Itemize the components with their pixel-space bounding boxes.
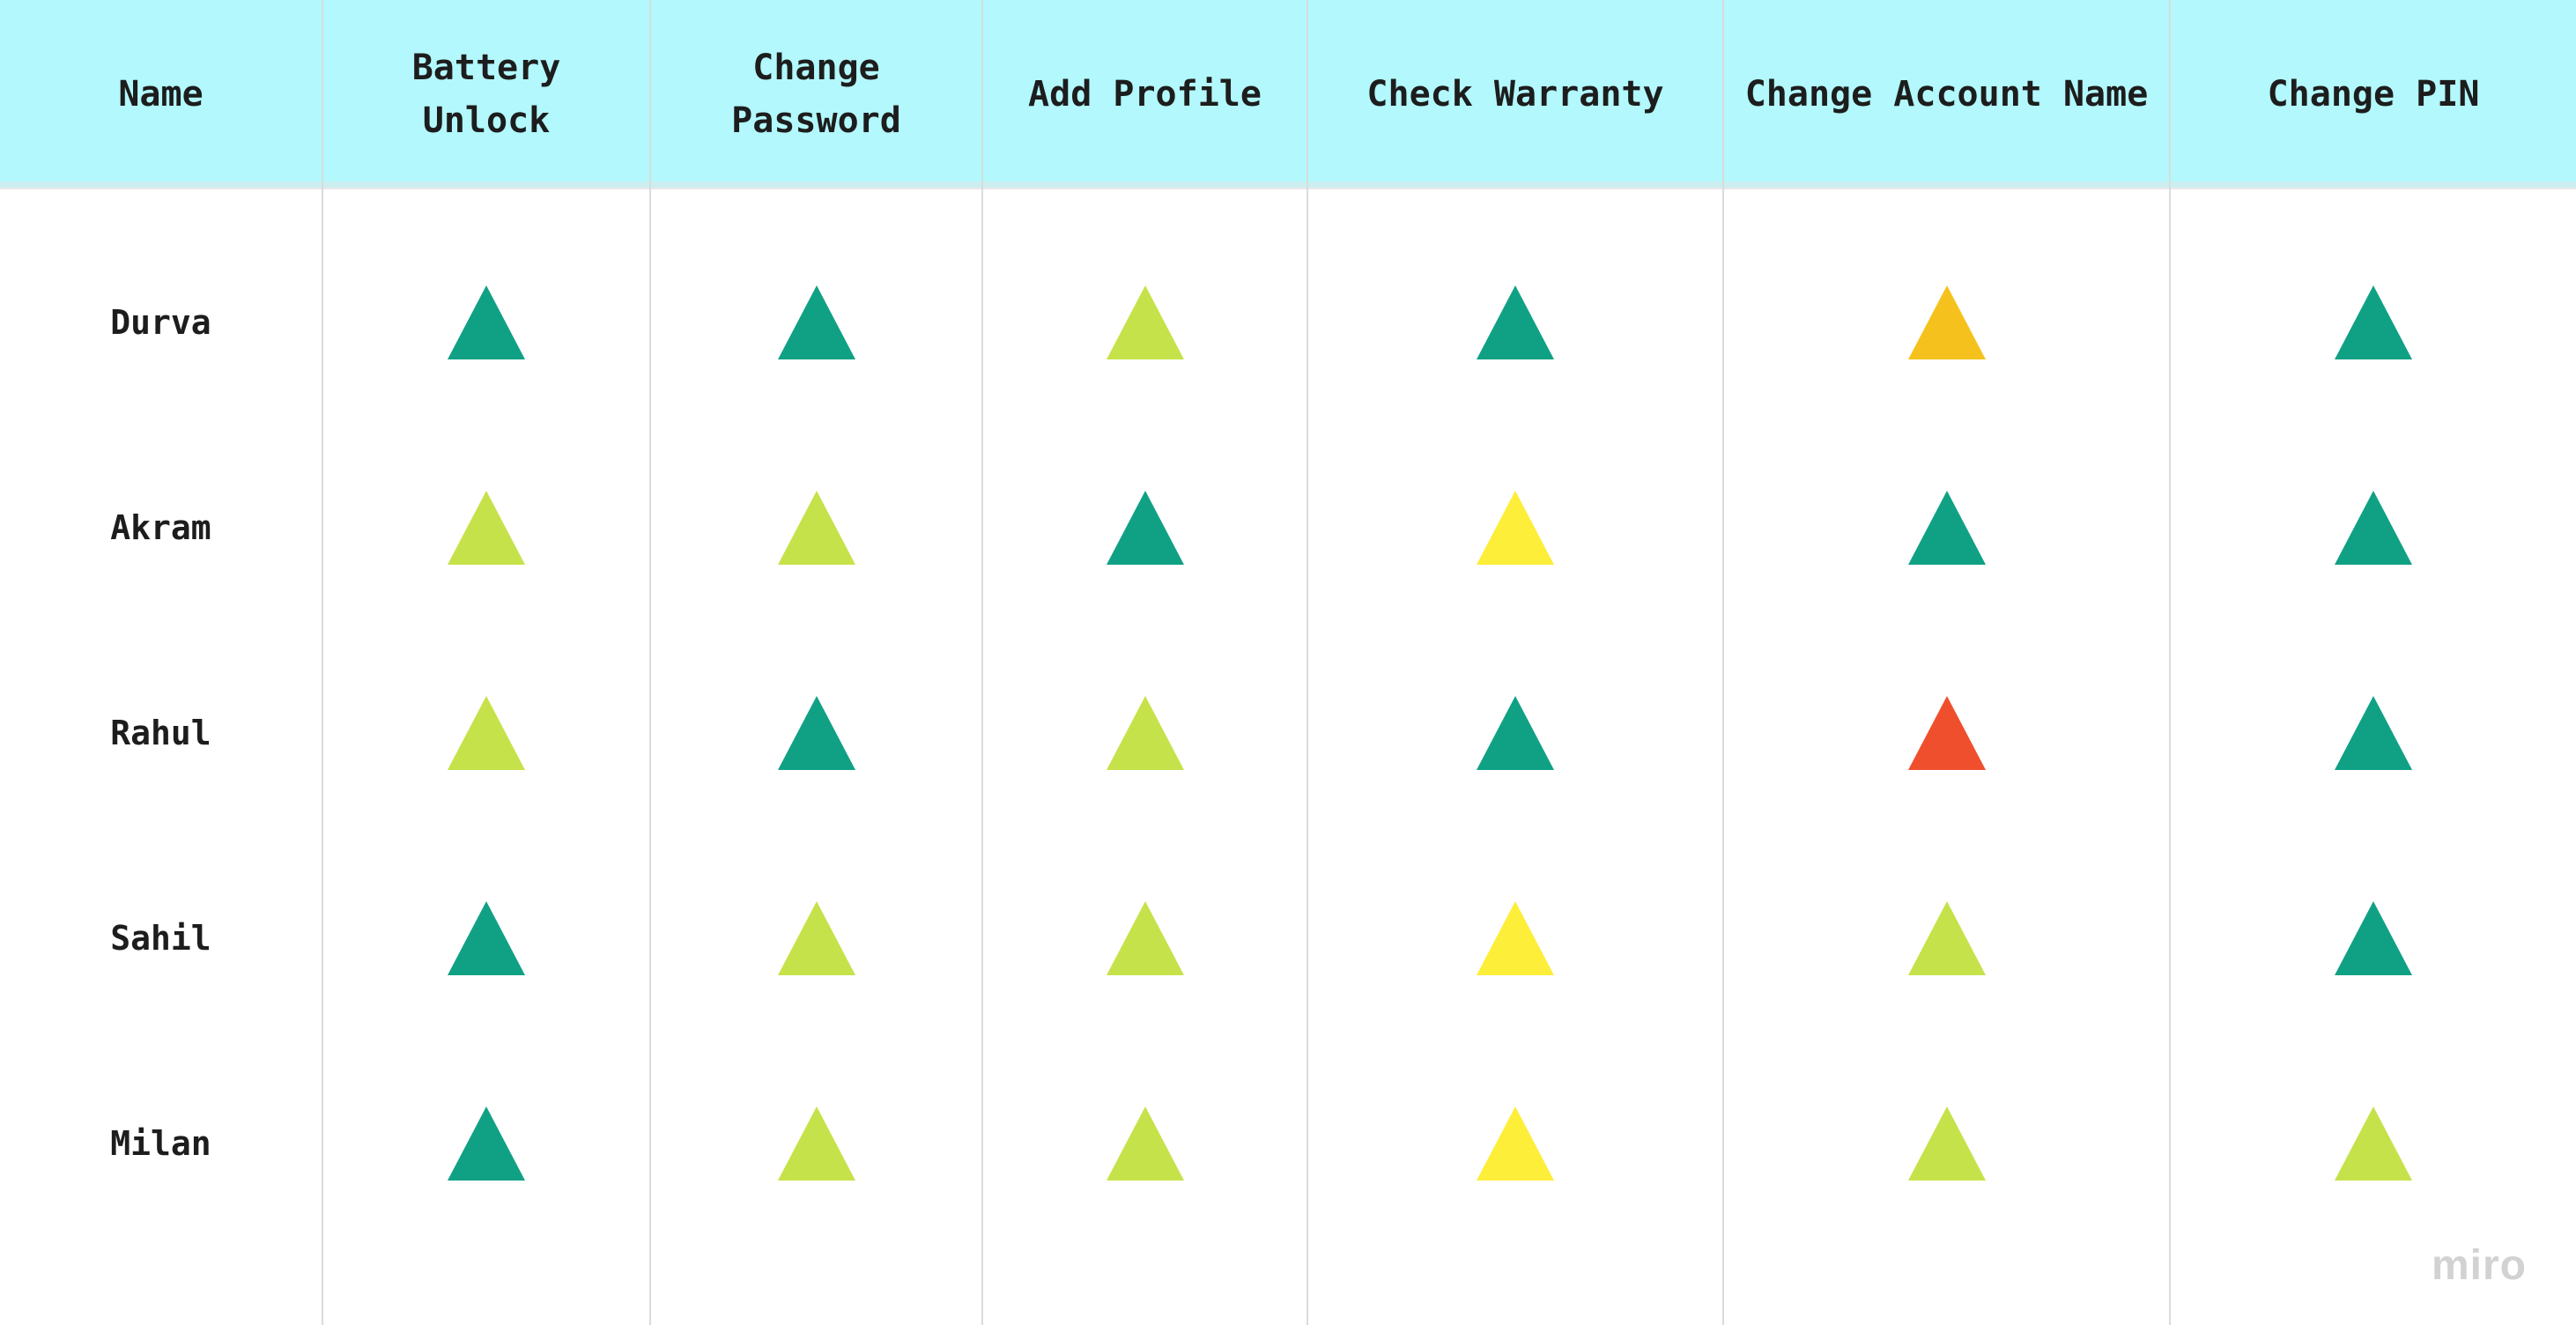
status-cell-milan-check-warranty [1308, 1010, 1722, 1216]
status-triangle-icon[interactable] [2335, 285, 2412, 359]
column-header-change-account-name: Change Account Name [1724, 0, 2169, 189]
status-triangle-icon[interactable] [1477, 900, 1554, 975]
column-change-password: Change Password [651, 0, 983, 1325]
status-triangle-icon[interactable] [1907, 285, 1986, 359]
column-check-warranty: Check Warranty [1308, 0, 1724, 1325]
status-cell-sahil-change-account-name [1724, 805, 2169, 1010]
status-triangle-icon[interactable] [448, 900, 525, 975]
status-cell-akram-change-account-name [1724, 395, 2169, 600]
status-triangle-icon[interactable] [1477, 285, 1554, 359]
status-triangle-icon[interactable] [2335, 490, 2412, 565]
row-name: Sahil [110, 918, 211, 958]
status-triangle-icon[interactable] [1477, 695, 1554, 770]
status-triangle-icon[interactable] [1477, 1106, 1554, 1181]
column-header-add-profile: Add Profile [983, 0, 1307, 189]
status-triangle-icon[interactable] [1106, 1106, 1184, 1181]
status-cell-durva-change-account-name [1724, 189, 2169, 395]
status-cell-milan-change-password [651, 1010, 981, 1216]
status-cell-durva-check-warranty [1308, 189, 1722, 395]
status-triangle-icon[interactable] [1106, 285, 1184, 359]
row-name: Durva [110, 302, 211, 342]
column-header-battery-unlock: Battery Unlock [323, 0, 649, 189]
status-cell-sahil-battery-unlock [323, 805, 649, 1010]
status-cell-durva-change-pin [2171, 189, 2576, 395]
status-cell-akram-battery-unlock [323, 395, 649, 600]
row-name-cell-sahil: Sahil [0, 805, 322, 1010]
status-triangle-icon[interactable] [448, 285, 525, 359]
status-triangle-icon[interactable] [2335, 1106, 2412, 1181]
status-triangle-icon[interactable] [1477, 490, 1554, 565]
row-name: Rahul [110, 713, 211, 752]
status-cell-sahil-change-password [651, 805, 981, 1010]
status-cell-rahul-change-password [651, 600, 981, 805]
status-cell-milan-change-account-name [1724, 1010, 2169, 1216]
row-name-cell-milan: Milan [0, 1010, 322, 1216]
status-cell-akram-change-pin [2171, 395, 2576, 600]
status-triangle-icon[interactable] [777, 900, 855, 975]
status-triangle-icon[interactable] [2335, 900, 2412, 975]
status-triangle-icon[interactable] [1907, 900, 1986, 975]
status-triangle-icon[interactable] [1907, 490, 1986, 565]
status-cell-akram-add-profile [983, 395, 1307, 600]
status-cell-akram-check-warranty [1308, 395, 1722, 600]
row-name: Milan [110, 1123, 211, 1163]
status-triangle-icon[interactable] [448, 1106, 525, 1181]
status-triangle-icon[interactable] [777, 695, 855, 770]
row-name-cell-akram: Akram [0, 395, 322, 600]
status-triangle-icon[interactable] [1907, 1106, 1986, 1181]
status-cell-durva-battery-unlock [323, 189, 649, 395]
status-cell-sahil-add-profile [983, 805, 1307, 1010]
status-triangle-icon[interactable] [1106, 695, 1184, 770]
status-cell-milan-change-pin [2171, 1010, 2576, 1216]
status-triangle-icon[interactable] [1106, 490, 1184, 565]
status-cell-milan-add-profile [983, 1010, 1307, 1216]
column-header-change-pin: Change PIN [2171, 0, 2576, 189]
miro-watermark: miro [2431, 1242, 2527, 1289]
status-triangle-icon[interactable] [2335, 695, 2412, 770]
status-triangle-icon[interactable] [777, 285, 855, 359]
status-cell-durva-add-profile [983, 189, 1307, 395]
status-cell-akram-change-password [651, 395, 981, 600]
status-cell-milan-battery-unlock [323, 1010, 649, 1216]
status-cell-rahul-change-account-name [1724, 600, 2169, 805]
column-header-change-password: Change Password [651, 0, 981, 189]
status-cell-durva-change-password [651, 189, 981, 395]
status-cell-rahul-add-profile [983, 600, 1307, 805]
column-add-profile: Add Profile [983, 0, 1308, 1325]
column-header-check-warranty: Check Warranty [1308, 0, 1722, 189]
status-cell-sahil-check-warranty [1308, 805, 1722, 1010]
status-triangle-icon[interactable] [448, 695, 525, 770]
row-name-cell-rahul: Rahul [0, 600, 322, 805]
status-cell-rahul-check-warranty [1308, 600, 1722, 805]
status-cell-sahil-change-pin [2171, 805, 2576, 1010]
status-triangle-icon[interactable] [777, 1106, 855, 1181]
status-triangle-icon[interactable] [1106, 900, 1184, 975]
column-header-name: Name [0, 0, 322, 189]
status-cell-rahul-change-pin [2171, 600, 2576, 805]
status-cell-rahul-battery-unlock [323, 600, 649, 805]
row-name-cell-durva: Durva [0, 189, 322, 395]
column-change-account-name: Change Account Name [1724, 0, 2171, 1325]
status-triangle-icon[interactable] [1907, 695, 1986, 770]
status-triangle-icon[interactable] [777, 490, 855, 565]
status-triangle-icon[interactable] [448, 490, 525, 565]
row-name: Akram [110, 507, 211, 547]
column-change-pin: Change PIN [2171, 0, 2576, 1325]
column-name: Name Durva Akram Rahul Sahil Milan [0, 0, 323, 1325]
column-battery-unlock: Battery Unlock [323, 0, 651, 1325]
